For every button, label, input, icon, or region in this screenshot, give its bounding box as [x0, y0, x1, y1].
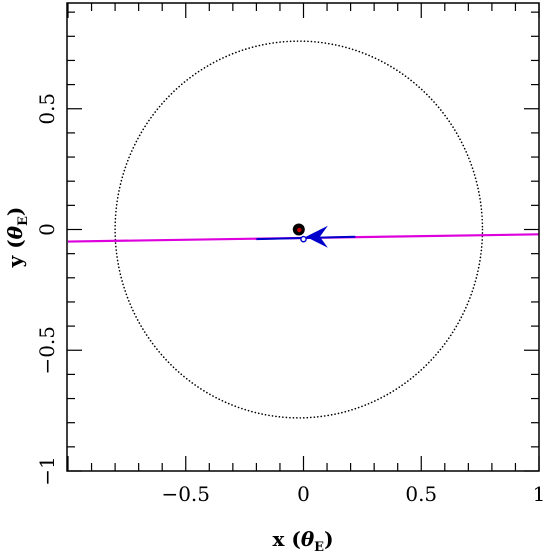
- x-axis-label: x (θE): [272, 527, 333, 555]
- x-tick-label: 0.5: [405, 482, 437, 506]
- x-axis-label-sub: E: [314, 540, 324, 555]
- axis-ticks: [67, 3, 540, 472]
- y-tick-label: −1: [35, 456, 59, 485]
- x-tick-label: 1: [533, 482, 545, 506]
- y-axis-label-suffix: ): [3, 207, 27, 216]
- x-axis-label-symbol: θ: [301, 527, 315, 551]
- einstein-ring-circle: [114, 40, 484, 419]
- einstein-ring: [114, 40, 484, 419]
- y-axis-label-symbol: θ: [3, 225, 27, 239]
- lens-markers: [292, 223, 328, 248]
- x-axis-label-suffix: ): [324, 527, 333, 551]
- y-axis-label-sub: E: [16, 216, 31, 226]
- plot-frame: [66, 2, 540, 472]
- y-axis-label: y (θE): [3, 207, 31, 269]
- y-tick-label: −0.5: [35, 326, 59, 375]
- lens-companion-marker: [300, 235, 307, 243]
- x-tick-label: 0: [297, 482, 310, 506]
- y-tick-label: 0.5: [35, 93, 59, 125]
- y-tick-label: 0: [35, 223, 59, 236]
- y-axis-label-prefix: y (: [3, 239, 27, 268]
- x-axis-label-prefix: x (: [272, 527, 300, 551]
- tick-labels: −0.5 0 0.5 1 −1 −0.5 0 0.5: [35, 93, 545, 506]
- direction-arrow: [305, 225, 328, 248]
- x-tick-label: −0.5: [161, 482, 210, 506]
- lens-primary-core: [297, 227, 302, 233]
